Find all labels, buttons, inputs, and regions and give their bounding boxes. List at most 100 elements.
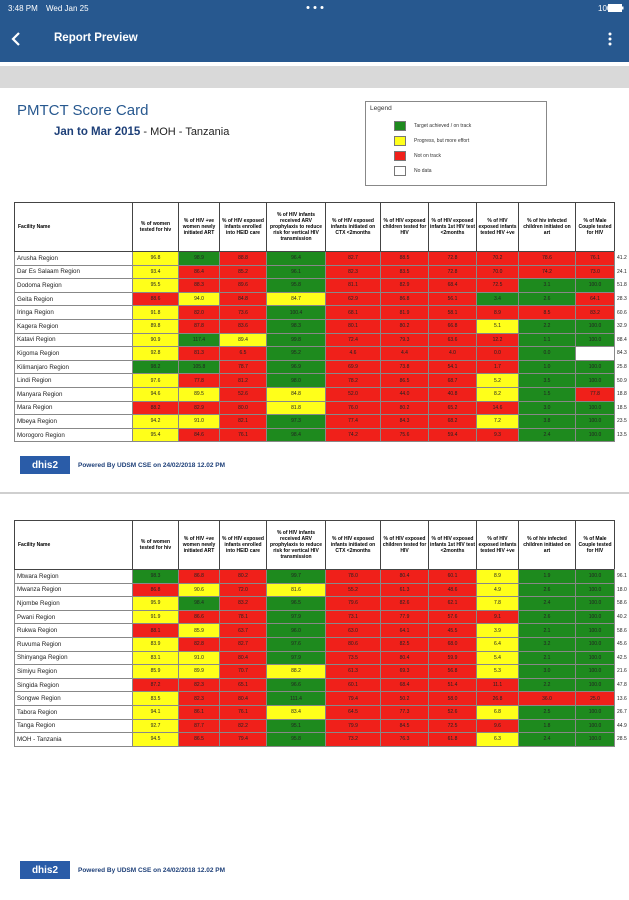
footer: dhis2 Powered By UDSM CSE on 24/02/2018 1… — [20, 456, 225, 474]
score-cell: 68.4 — [428, 278, 477, 293]
score-cell: 45.5 — [428, 623, 477, 638]
legend-swatch — [394, 165, 406, 176]
legend-title: Legend — [370, 105, 392, 112]
facility-name: Morogoro Region — [14, 427, 133, 443]
table-row: Mara Region 88.2 82.9 80.0 81.8 76.0 80.2 65.2 1… — [14, 400, 627, 416]
score-cell: 87.2 — [132, 677, 179, 693]
score-cell: 80.6 — [325, 636, 381, 652]
score-cell: 81.2 — [219, 373, 267, 388]
score-cell — [575, 346, 615, 361]
score-cell: 58.0 — [428, 691, 477, 706]
score-cell: 99.8 — [266, 332, 326, 348]
score-cell: 96.5 — [266, 596, 326, 611]
score-cell: 82.2 — [219, 718, 267, 734]
dhis2-logo: dhis2 — [20, 861, 70, 879]
score-cell: 96.1 — [266, 264, 326, 280]
table-row: Morogoro Region 95.4 84.6 76.1 98.4 74.2 75.6 5… — [14, 427, 627, 443]
score-cell: 84.7 — [266, 291, 326, 307]
score-cell: 100.4 — [266, 305, 326, 320]
score-cell: 98.2 — [132, 359, 179, 375]
score-cell: 77.8 — [575, 386, 615, 402]
score-cell: 100.0 — [575, 596, 615, 611]
score-cell: 105.8 — [178, 359, 220, 375]
score-cell: 81.1 — [325, 278, 381, 293]
score-cell: 86.6 — [178, 609, 220, 625]
score-cell: 55.2 — [325, 582, 381, 598]
score-cell: 3.0 — [518, 664, 576, 679]
table-row: Geita Region 88.6 94.0 84.8 84.7 62.9 86.8 56.1… — [14, 291, 627, 307]
score-cell: 94.2 — [132, 414, 179, 429]
facility-name: Dar Es Salaam Region — [14, 264, 133, 280]
score-cell: 82.1 — [219, 414, 267, 429]
score-cell: 88.3 — [178, 278, 220, 293]
score-cell: 80.2 — [219, 569, 267, 584]
score-cell: 100.0 — [575, 732, 615, 747]
facility-name: Tabora Region — [14, 704, 133, 720]
table-row: Singida Region 87.2 82.3 65.1 96.6 60.1 68.4 51… — [14, 677, 627, 693]
score-cell: 59.4 — [428, 427, 477, 443]
score-cell: 3.5 — [518, 373, 576, 388]
time: 3:48 PM — [8, 4, 38, 13]
table-row: Lindi Region 97.6 77.8 81.2 98.0 78.2 86.5 68.7… — [14, 373, 627, 388]
column-header: % of HIV infants received ARV prophylaxi… — [266, 520, 326, 570]
score-cell: 89.9 — [178, 664, 220, 679]
score-cell: 111.4 — [266, 691, 326, 706]
score-cell: 100.0 — [575, 569, 615, 584]
score-cell: 94.6 — [132, 386, 179, 402]
table-row: Rukwa Region 88.1 85.9 63.7 96.0 63.0 64.1 45.5… — [14, 623, 627, 638]
score-cell: 70.2 — [476, 251, 519, 266]
score-cell: 68.2 — [428, 414, 477, 429]
column-header: % of HIV exposed infants initiated on CT… — [325, 202, 381, 252]
score-cell: 2.4 — [518, 427, 576, 443]
score-cell: 82.0 — [178, 305, 220, 320]
score-cell: 2.4 — [518, 596, 576, 611]
column-header: % of HIV exposed infants 1st HIV test <2… — [428, 520, 477, 570]
score-cell: 97.6 — [266, 636, 326, 652]
score-cell: 82.7 — [219, 636, 267, 652]
score-cell: 6.4 — [476, 636, 519, 652]
score-cell: 96.0 — [266, 623, 326, 638]
score-cell: 88.6 — [132, 291, 179, 307]
score-cell: 100.0 — [575, 677, 615, 693]
footer: dhis2 Powered By UDSM CSE on 24/02/2018 1… — [20, 861, 225, 879]
table-row: Mbeya Region 94.2 91.0 82.1 97.3 77.4 84.3 68.2… — [14, 414, 627, 429]
score-cell: 98.9 — [178, 251, 220, 266]
score-cell: 3.8 — [518, 414, 576, 429]
score-cell: 7.2 — [476, 414, 519, 429]
score-cell: 95.4 — [132, 427, 179, 443]
facility-name: MOH - Tanzania — [14, 732, 133, 747]
menu-button[interactable] — [607, 31, 613, 47]
score-cell: 98.3 — [266, 318, 326, 334]
score-cell: 96.8 — [132, 251, 179, 266]
table-row: Ruvuma Region 83.9 82.8 82.7 97.6 80.6 82.5 68.… — [14, 636, 627, 652]
table-row: Songwe Region 83.5 82.3 80.4 111.4 79.4 50.2 58… — [14, 691, 627, 706]
score-cell: 91.8 — [132, 305, 179, 320]
score-cell: 97.9 — [266, 609, 326, 625]
score-cell: 79.4 — [325, 691, 381, 706]
score-cell: 5.1 — [476, 318, 519, 334]
score-cell: 88.2 — [266, 664, 326, 679]
score-cell: 82.6 — [380, 596, 429, 611]
score-cell: 91.0 — [178, 650, 220, 666]
score-cell: 73.5 — [325, 650, 381, 666]
score-cell: 96.6 — [266, 677, 326, 693]
score-cell: 81.6 — [266, 582, 326, 598]
score-cell: 58.1 — [428, 305, 477, 320]
score-cell: 57.6 — [428, 609, 477, 625]
facility-name: Dodoma Region — [14, 278, 133, 293]
multitask-dots[interactable] — [305, 5, 325, 10]
facility-name: Geita Region — [14, 291, 133, 307]
back-button[interactable] — [10, 31, 22, 47]
score-cell: 61.3 — [325, 664, 381, 679]
column-header: % of HIV exposed infants tested HIV +ve — [476, 202, 519, 252]
legend-item: Progress, but more effort — [394, 135, 469, 146]
score-cell: 76.1 — [219, 427, 267, 443]
table-row: Pwani Region 91.9 86.6 78.1 97.9 73.1 77.9 57.6… — [14, 609, 627, 625]
score-cell: 79.9 — [325, 718, 381, 734]
table-row: Arusha Region 96.8 98.9 88.8 96.4 82.7 88.5 72.… — [14, 251, 627, 266]
score-cell: 86.8 — [178, 569, 220, 584]
table-row: Iringa Region 91.8 82.0 73.6 100.4 68.1 81.9 58… — [14, 305, 627, 320]
score-cell: 5.3 — [476, 664, 519, 679]
page-divider — [0, 492, 629, 494]
column-header: % of HIV exposed infants 1st HIV test <2… — [428, 202, 477, 252]
